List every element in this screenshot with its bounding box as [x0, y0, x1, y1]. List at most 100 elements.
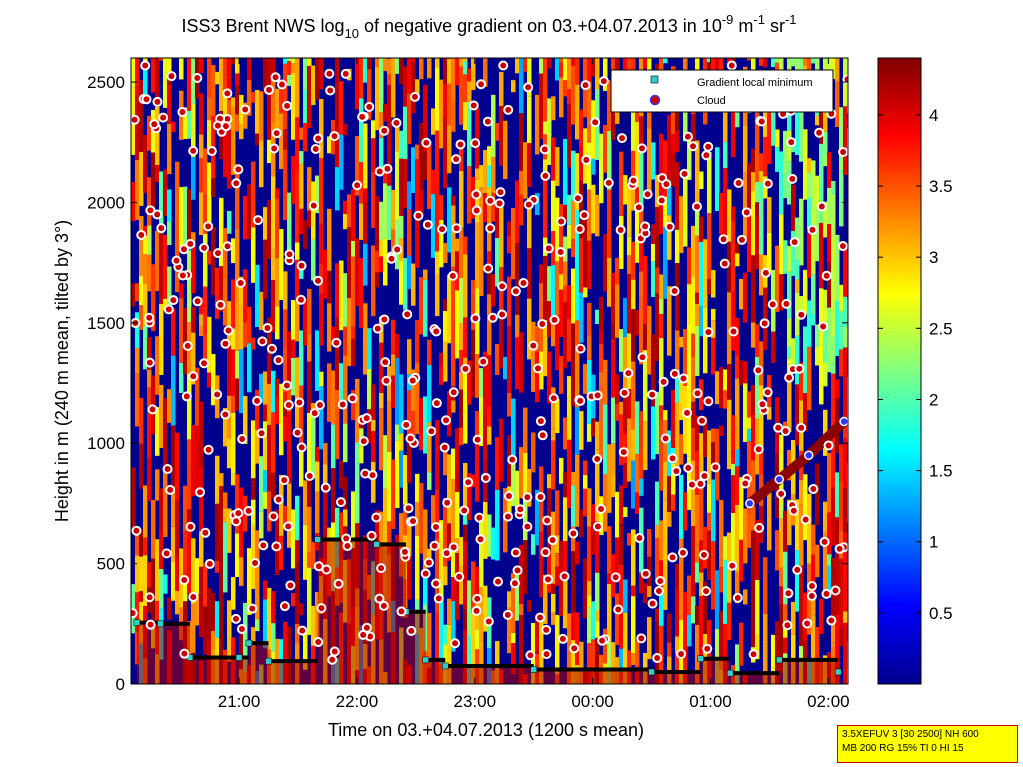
heatmap-cell — [571, 65, 576, 125]
heatmap-cell — [763, 613, 768, 684]
heatmap-cell — [539, 73, 544, 140]
heatmap-cell — [683, 385, 688, 454]
heatmap-cell — [667, 215, 672, 260]
heatmap-cell — [495, 489, 500, 561]
heatmap-cell — [295, 242, 300, 260]
heatmap-cell — [143, 254, 148, 284]
heatmap-cell — [575, 84, 580, 140]
heatmap-cell — [671, 133, 676, 154]
heatmap-cell — [415, 79, 420, 99]
heatmap-cell — [263, 371, 268, 405]
heatmap-cell — [603, 404, 608, 475]
heatmap-cell — [427, 612, 432, 668]
heatmap-cell — [143, 64, 148, 104]
cloud-marker — [503, 104, 514, 115]
heatmap-cell — [539, 614, 544, 684]
heatmap-cell — [791, 601, 796, 635]
heatmap-cell — [463, 74, 468, 102]
heatmap-cell — [831, 363, 836, 374]
heatmap-cell — [791, 184, 796, 232]
heatmap-cell — [831, 487, 836, 546]
heatmap-cell — [767, 406, 772, 420]
heatmap-cell — [815, 463, 820, 525]
heatmap-cell — [455, 271, 460, 291]
heatmap-cell — [659, 163, 664, 217]
heatmap-cell — [287, 74, 292, 86]
heatmap-cell — [479, 258, 484, 271]
heatmap-cell — [507, 392, 512, 417]
cloud-marker — [308, 200, 319, 211]
heatmap-cell — [271, 472, 276, 499]
heatmap-cell — [363, 188, 368, 203]
cloud-marker — [692, 388, 703, 399]
heatmap-cell — [447, 598, 452, 625]
heatmap-cell — [279, 421, 284, 456]
cloud-marker — [325, 85, 336, 96]
heatmap-cell — [759, 58, 764, 66]
cloud-marker — [575, 343, 586, 354]
heatmap-cell — [715, 628, 720, 684]
heatmap-cell — [275, 378, 280, 397]
heatmap-cell — [471, 474, 476, 488]
heatmap-cell — [475, 566, 480, 604]
heatmap-cell — [167, 84, 172, 124]
heatmap-cell — [527, 143, 532, 154]
heatmap-cell — [631, 653, 636, 665]
heatmap-cell — [147, 369, 152, 388]
heatmap-cell — [315, 491, 320, 534]
heatmap-cell — [575, 209, 580, 279]
cloud-marker — [273, 494, 284, 505]
heatmap-cell — [459, 350, 464, 372]
heatmap-cell — [519, 194, 524, 226]
cloud-marker — [192, 296, 203, 307]
heatmap-cell — [411, 147, 416, 193]
heatmap-cell — [479, 187, 484, 259]
heatmap-cell — [783, 604, 788, 628]
heatmap-cell — [267, 424, 272, 474]
heatmap-cell — [183, 186, 188, 253]
heatmap-cell — [227, 600, 232, 662]
heatmap-cell — [627, 418, 632, 430]
cloud-marker — [636, 633, 647, 644]
heatmap-cell — [427, 421, 432, 473]
heatmap-cell — [475, 168, 480, 180]
heatmap-cell — [839, 284, 844, 312]
heatmap-cell — [231, 349, 236, 396]
heatmap-cell — [779, 567, 784, 587]
cloud-marker — [535, 492, 546, 503]
heatmap-cell — [563, 417, 568, 450]
heatmap-cell — [447, 523, 452, 550]
colorbar-tick-label: 2.5 — [929, 319, 953, 338]
heatmap-cell — [183, 582, 188, 602]
heatmap-cell — [843, 438, 848, 489]
heatmap-cell — [839, 349, 844, 377]
cloud-marker — [547, 535, 558, 546]
heatmap-cell — [819, 143, 824, 201]
heatmap-cell — [815, 324, 820, 347]
heatmap-cell — [219, 58, 224, 111]
heatmap-cell — [187, 189, 192, 241]
heatmap-cell — [627, 533, 632, 546]
cloud-marker — [786, 137, 797, 148]
cloud-marker — [647, 389, 658, 400]
cloud-marker — [535, 416, 546, 427]
heatmap-cell — [747, 391, 752, 418]
heatmap-cell — [755, 215, 760, 269]
heatmap-cell — [483, 417, 488, 461]
heatmap-cell — [139, 443, 144, 489]
heatmap-cell — [575, 612, 580, 665]
cloud-marker — [543, 574, 554, 585]
heatmap-cell — [387, 401, 392, 452]
heatmap-cell — [311, 605, 316, 646]
heatmap-cell — [363, 303, 368, 375]
heatmap-cell — [491, 94, 496, 158]
heatmap-cell — [471, 330, 476, 398]
heatmap-cell — [547, 58, 552, 69]
heatmap-cell — [687, 323, 692, 392]
heatmap-cell — [515, 58, 520, 74]
heatmap-cell — [659, 58, 664, 72]
cloud-marker — [590, 117, 601, 128]
heatmap-cell — [455, 58, 460, 86]
heatmap-cell — [691, 276, 696, 334]
colorbar-tick-label: 1.5 — [929, 462, 953, 481]
